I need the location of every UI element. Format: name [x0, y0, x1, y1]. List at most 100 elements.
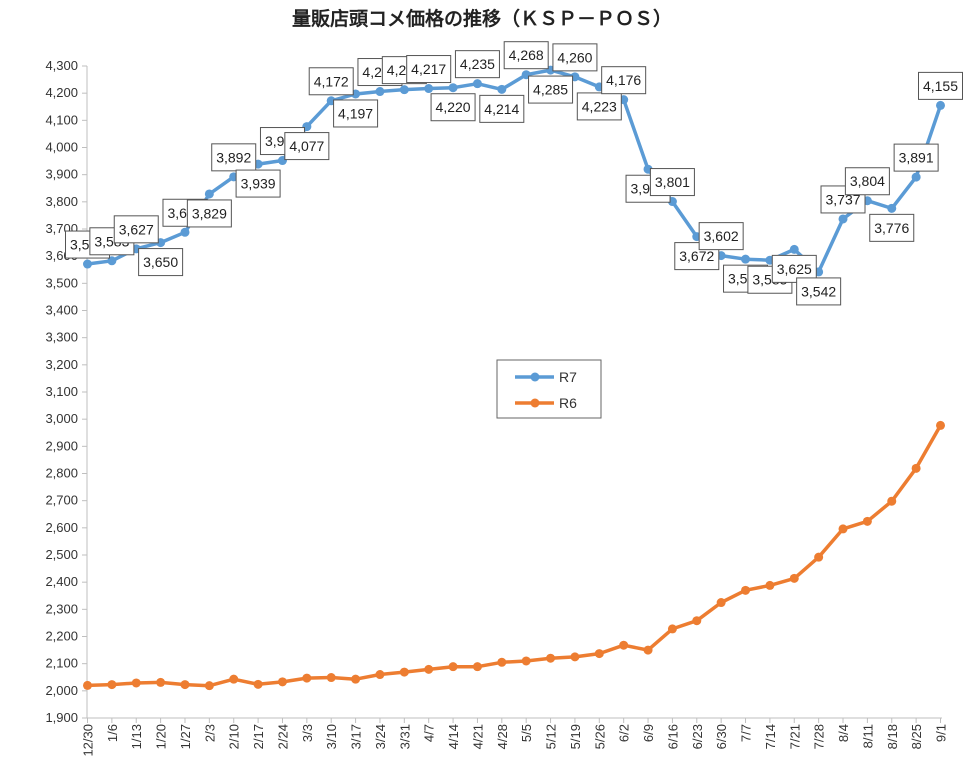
data-label-box — [552, 43, 598, 72]
data-point-r6 — [814, 552, 824, 562]
y-tick-label: 2,500 — [45, 547, 78, 562]
data-label: 3,939 — [241, 176, 276, 192]
data-label-box — [113, 215, 159, 244]
x-tick-label: 5/12 — [544, 724, 559, 749]
x-tick-label: 7/14 — [763, 724, 778, 749]
legend-label-r7: R7 — [559, 369, 577, 385]
x-tick-label: 12/30 — [81, 724, 96, 757]
data-point-r6 — [521, 656, 531, 666]
chart-title: 量販店頭コメ価格の推移（ＫＳＰ－ＰＯＳ） — [291, 8, 672, 30]
data-label-box — [138, 248, 184, 277]
data-point-r6 — [667, 624, 677, 634]
data-label-box — [479, 94, 525, 123]
data-point-r6 — [765, 580, 775, 590]
data-label: 4,176 — [606, 72, 641, 88]
data-label: 3,542 — [801, 283, 836, 299]
series-line-r7 — [85, 68, 943, 274]
data-label: 3,602 — [704, 228, 739, 244]
data-point-r7 — [83, 259, 92, 269]
data-point-r6 — [619, 640, 629, 650]
data-point-r6 — [302, 673, 312, 683]
series-line-r6 — [85, 423, 943, 688]
data-label: 4,235 — [460, 56, 495, 72]
legend-label-r6: R6 — [559, 395, 577, 411]
data-point-r6 — [594, 649, 604, 659]
y-tick-label: 2,300 — [45, 601, 78, 616]
x-tick-label: 3/3 — [300, 724, 315, 742]
data-point-r7 — [375, 87, 385, 97]
data-point-r7 — [838, 214, 848, 224]
x-tick-label: 5/26 — [592, 724, 607, 749]
data-point-r6 — [692, 616, 702, 626]
x-tick-label: 5/19 — [568, 724, 583, 749]
data-point-r7 — [936, 100, 945, 110]
data-label: 4,260 — [557, 49, 592, 65]
data-label-box — [333, 99, 379, 128]
legend-marker-r7 — [530, 372, 540, 382]
y-tick-label: 2,100 — [45, 656, 78, 671]
data-label-box — [576, 92, 622, 121]
data-point-r7 — [497, 84, 507, 94]
x-tick-label: 6/30 — [714, 724, 729, 749]
data-label: 3,892 — [216, 149, 251, 165]
data-label-box — [211, 143, 257, 172]
data-point-r6 — [229, 674, 239, 684]
data-label-box — [893, 143, 939, 172]
x-tick-label: 1/6 — [105, 724, 120, 742]
data-label: 3,627 — [119, 221, 154, 237]
x-tick-label: 7/28 — [812, 724, 827, 749]
y-tick-label: 4,200 — [45, 85, 78, 100]
x-tick-label: 2/10 — [227, 724, 242, 749]
x-tick-label: 1/20 — [154, 724, 169, 749]
x-tick-label: 3/10 — [324, 724, 339, 749]
data-label-box — [698, 222, 744, 251]
x-tick-label: 9/1 — [934, 724, 949, 742]
data-point-r6 — [643, 645, 653, 655]
data-point-r6 — [838, 524, 848, 534]
data-point-r6 — [326, 673, 336, 683]
data-label-box — [454, 50, 500, 79]
data-point-r6 — [399, 667, 409, 677]
data-point-r6 — [277, 677, 287, 687]
data-point-r6 — [180, 680, 190, 690]
data-label-box — [528, 75, 574, 104]
data-point-r6 — [472, 662, 482, 672]
data-point-r6 — [716, 598, 726, 608]
data-point-r7 — [180, 227, 190, 237]
data-label: 4,155 — [923, 78, 958, 94]
data-point-r6 — [424, 664, 434, 674]
data-label-box — [869, 213, 915, 242]
x-tick-label: 1/13 — [129, 724, 144, 749]
x-tick-label: 5/5 — [519, 724, 534, 742]
data-point-r7 — [789, 244, 799, 254]
data-label: 4,197 — [338, 105, 373, 121]
y-tick-label: 4,100 — [45, 112, 78, 127]
data-point-r6 — [351, 674, 361, 684]
y-tick-label: 1,900 — [45, 710, 78, 725]
data-point-r6 — [936, 420, 945, 430]
data-point-r6 — [448, 662, 458, 672]
y-tick-label: 3,400 — [45, 303, 78, 318]
data-point-r6 — [546, 653, 556, 663]
data-label: 4,217 — [411, 61, 446, 77]
data-point-r6 — [204, 681, 214, 691]
data-label: 4,220 — [436, 99, 471, 115]
y-tick-label: 2,200 — [45, 629, 78, 644]
data-point-r6 — [570, 652, 580, 662]
data-point-r6 — [375, 670, 385, 680]
y-tick-label: 2,400 — [45, 574, 78, 589]
y-tick-label: 2,800 — [45, 466, 78, 481]
data-label: 4,223 — [582, 98, 617, 114]
data-label: 3,891 — [899, 150, 934, 166]
data-label: 3,737 — [825, 191, 860, 207]
data-label-box — [308, 67, 354, 96]
x-tick-label: 8/25 — [909, 724, 924, 749]
data-point-r6 — [862, 516, 872, 526]
data-label-box — [186, 199, 232, 228]
y-tick-label: 3,800 — [45, 194, 78, 209]
x-tick-label: 2/3 — [202, 724, 217, 742]
data-label: 3,650 — [143, 254, 178, 270]
data-point-r6 — [887, 496, 897, 506]
data-point-r7 — [472, 79, 482, 89]
